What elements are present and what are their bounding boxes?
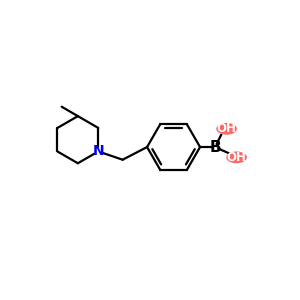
Text: N: N bbox=[92, 145, 104, 158]
Text: B: B bbox=[210, 140, 221, 154]
Text: OH: OH bbox=[226, 151, 247, 164]
Ellipse shape bbox=[226, 152, 247, 163]
Text: OH: OH bbox=[217, 122, 236, 135]
Ellipse shape bbox=[216, 123, 237, 135]
